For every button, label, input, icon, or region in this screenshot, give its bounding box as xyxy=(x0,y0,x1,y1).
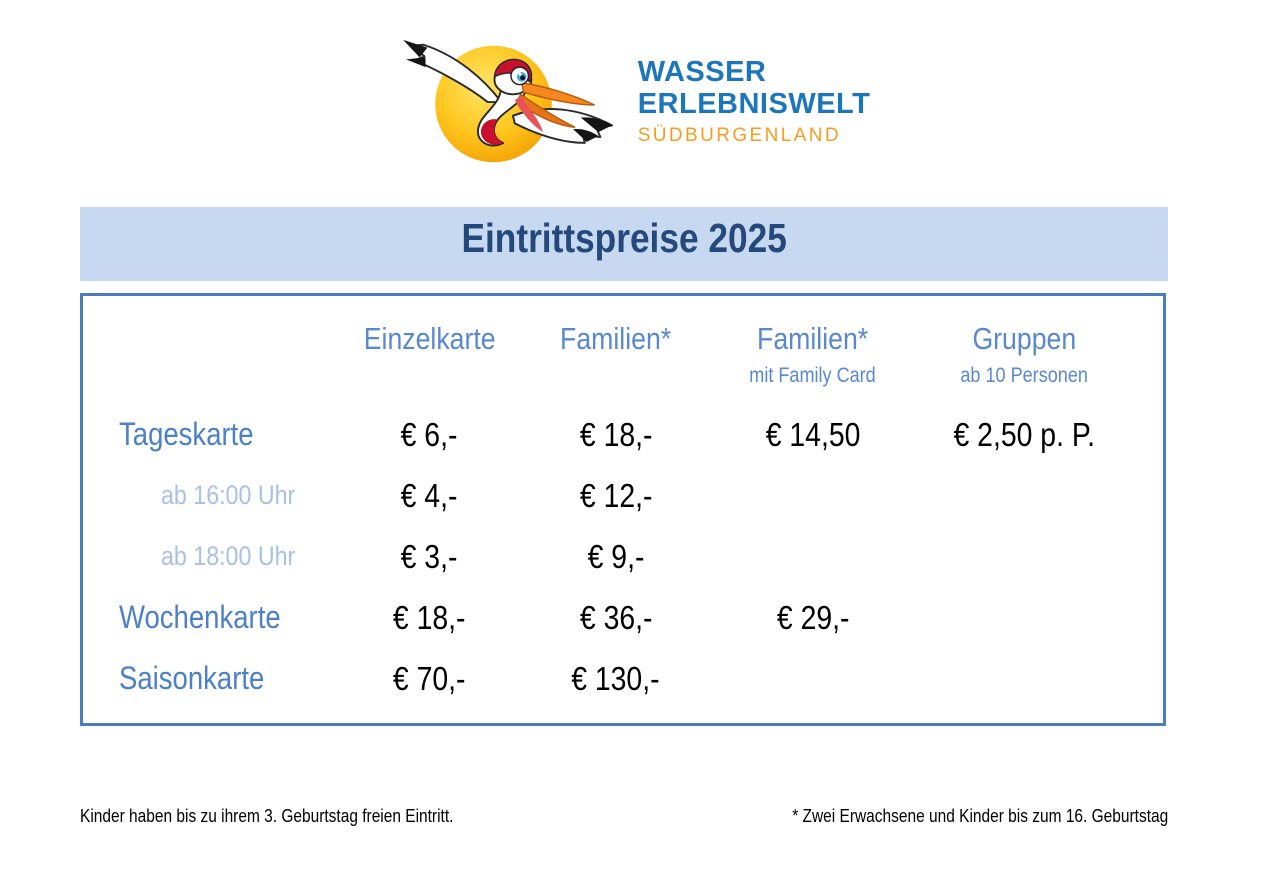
column-header-familien-familycard: Familien* xyxy=(757,321,869,356)
price-cell xyxy=(711,477,915,515)
subheader-mit-family-card: mit Family Card xyxy=(749,364,876,387)
row-label: Tageskarte xyxy=(119,416,254,452)
price-cell: € 9,- xyxy=(587,537,645,575)
brand-wordmark: WASSER ERLEBNISWELT SÜDBURGENLAND xyxy=(638,36,871,151)
brand-line-suedburgenland: SÜDBURGENLAND xyxy=(637,125,841,146)
price-cell xyxy=(915,477,1133,515)
footnotes: Kinder haben bis zu ihrem 3. Geburtstag … xyxy=(80,806,1168,827)
row-label: Saisonkarte xyxy=(119,660,265,696)
price-cell: € 36,- xyxy=(579,598,653,636)
row-label: ab 16:00 Uhr xyxy=(161,480,296,510)
price-cell xyxy=(915,660,1133,698)
table-row-wochenkarte: Wochenkarte € 18,- € 36,- € 29,- xyxy=(113,587,1133,648)
footnote-family-definition: * Zwei Erwachsene und Kinder bis zum 16.… xyxy=(791,806,1168,826)
column-subheader-row: mit Family Card ab 10 Personen xyxy=(113,358,1133,404)
row-label: ab 18:00 Uhr xyxy=(161,541,296,571)
table-row-ab-18-uhr: ab 18:00 Uhr € 3,- € 9,- xyxy=(113,526,1133,587)
brand-line-wasser: WASSER xyxy=(637,56,767,88)
price-cell: € 2,50 p. P. xyxy=(953,415,1095,453)
column-header-familien: Familien* xyxy=(560,321,672,356)
price-table: Einzelkarte Familien* Familien* Gruppen … xyxy=(80,293,1166,726)
table-row-tageskarte: Tageskarte € 6,- € 18,- € 14,50 € 2,50 p… xyxy=(113,404,1133,465)
column-header-einzelkarte: Einzelkarte xyxy=(363,321,496,356)
logo: WASSER ERLEBNISWELT SÜDBURGENLAND xyxy=(0,0,1266,172)
column-header-gruppen: Gruppen xyxy=(971,321,1076,356)
stork-sun-logo-icon xyxy=(396,36,624,172)
table-row-ab-16-uhr: ab 16:00 Uhr € 4,- € 12,- xyxy=(113,465,1133,526)
price-cell: € 12,- xyxy=(579,476,653,514)
title-banner: Eintrittspreise 2025 xyxy=(80,207,1168,281)
price-cell: € 18,- xyxy=(392,598,466,636)
footnote-children-free: Kinder haben bis zu ihrem 3. Geburtstag … xyxy=(80,806,454,826)
price-cell: € 18,- xyxy=(579,415,653,453)
page-title: Eintrittspreise 2025 xyxy=(461,214,787,261)
price-cell xyxy=(915,599,1133,637)
row-label: Wochenkarte xyxy=(119,599,281,635)
price-cell: € 4,- xyxy=(400,476,458,514)
price-cell xyxy=(711,538,915,576)
brand-line-erlebniswelt: ERLEBNISWELT xyxy=(637,88,871,120)
price-cell: € 29,- xyxy=(776,598,849,636)
table-row-saisonkarte: Saisonkarte € 70,- € 130,- xyxy=(113,648,1133,709)
price-cell: € 130,- xyxy=(571,659,661,697)
price-cell: € 14,50 xyxy=(765,415,861,453)
price-cell: € 6,- xyxy=(400,415,458,453)
column-header-row: Einzelkarte Familien* Familien* Gruppen xyxy=(113,320,1133,358)
price-cell: € 3,- xyxy=(400,537,458,575)
price-cell xyxy=(915,538,1133,576)
subheader-ab-10-personen: ab 10 Personen xyxy=(960,364,1088,387)
price-cell xyxy=(711,660,915,698)
price-cell: € 70,- xyxy=(392,659,466,697)
